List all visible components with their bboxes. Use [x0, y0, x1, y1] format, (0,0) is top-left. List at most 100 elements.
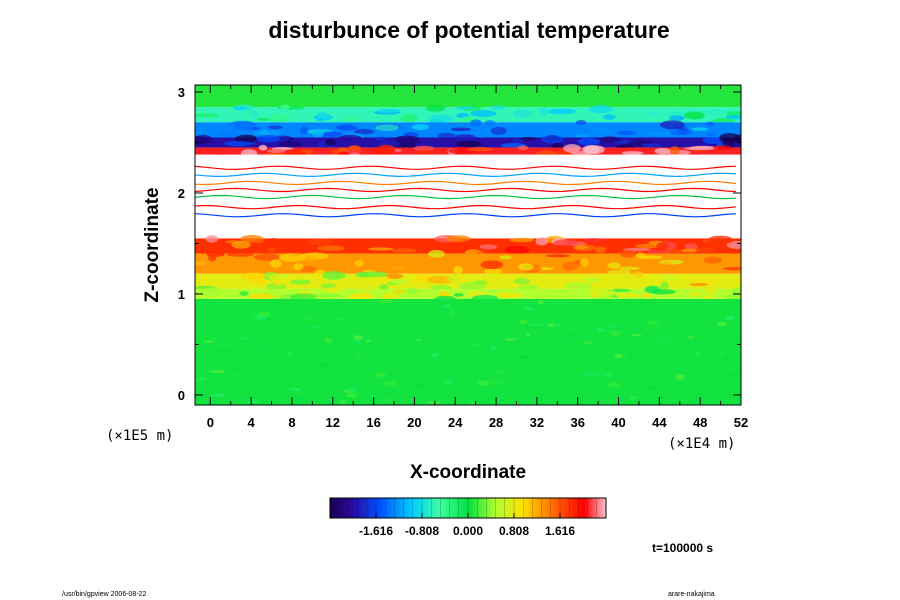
colorbar-tick-label: 1.616	[545, 524, 575, 538]
heatmap-cell	[616, 131, 637, 135]
x-tick-label: 24	[448, 415, 463, 430]
heatmap-cell	[470, 110, 497, 118]
x-axis-ticks: 0 4 8 12 16 20 24 28 32 36 40 44 48 52	[207, 85, 748, 430]
heatmap-cell	[345, 387, 360, 392]
heatmap-cell	[325, 138, 336, 146]
heatmap-cell	[253, 253, 281, 261]
heatmap-cell	[291, 397, 302, 402]
heatmap-cell	[289, 279, 311, 285]
heatmap-cell	[694, 279, 718, 284]
x-tick-label: 28	[489, 415, 503, 430]
heatmap-cell	[431, 353, 438, 358]
heatmap-band	[195, 85, 741, 108]
heatmap-cell	[469, 402, 477, 405]
heatmap-cell	[290, 293, 317, 301]
heatmap-cell	[374, 372, 387, 377]
heatmap-cell	[686, 336, 695, 339]
heatmap-cell	[706, 132, 717, 137]
heatmap-cell	[213, 149, 227, 157]
heatmap-cell	[510, 130, 521, 134]
colorbar-tick-label: -1.616	[359, 524, 393, 538]
heatmap-cell	[209, 394, 226, 397]
heatmap-cell	[356, 350, 362, 357]
heatmap-cell	[224, 140, 252, 147]
y-axis-ticks: 0 1 2 3	[178, 85, 741, 403]
heatmap-cell	[248, 309, 259, 315]
heatmap-cell	[288, 388, 301, 391]
heatmap-cell	[278, 253, 306, 262]
heatmap-cell	[340, 400, 346, 405]
stratification-line	[195, 194, 736, 200]
heatmap-cell	[268, 273, 280, 281]
heatmap-cell	[726, 341, 740, 345]
heatmap-cell	[408, 381, 422, 384]
heatmap-cell	[530, 323, 545, 327]
heatmap-cell	[595, 246, 606, 253]
heatmap-cell	[389, 279, 408, 285]
heatmap-cell	[725, 115, 741, 120]
heatmap-cell	[556, 289, 569, 294]
heatmap-cell	[539, 107, 549, 116]
heatmap-cell	[450, 309, 455, 316]
heatmap-cell	[512, 337, 528, 343]
heatmap-band	[195, 253, 741, 274]
heatmap-cell	[278, 141, 303, 147]
heatmap-cell	[313, 293, 341, 298]
x-tick-label: 48	[693, 415, 707, 430]
heatmap-cell	[582, 145, 600, 154]
heatmap-cell	[257, 312, 271, 317]
heatmap-cell	[442, 304, 451, 309]
heatmap-cell	[254, 130, 282, 136]
heatmap-cell	[273, 279, 282, 287]
heatmap-cell	[499, 255, 512, 260]
colorbar-tick-label: 0.000	[453, 524, 483, 538]
heatmap-cell	[316, 111, 328, 120]
x-tick-label: 44	[652, 415, 667, 430]
heatmap-cell	[248, 277, 267, 285]
heatmap-cell	[512, 138, 523, 144]
heatmap-cell	[218, 348, 233, 354]
heatmap-cell	[541, 135, 564, 144]
heatmap-cell	[484, 120, 496, 127]
heatmap-cell	[645, 286, 660, 294]
heatmap-cell	[702, 136, 724, 145]
chart-title: disturbunce of potential temperature	[268, 17, 669, 43]
heatmap-cell	[250, 110, 259, 119]
heatmap-cell	[209, 318, 224, 321]
heatmap-cell	[688, 291, 703, 297]
heatmap-cell	[353, 129, 375, 135]
heatmap-cell	[518, 355, 531, 359]
heatmap-cell	[703, 256, 723, 264]
heatmap-cell	[631, 334, 643, 337]
heatmap-cell	[310, 325, 323, 329]
x-tick-label: 12	[326, 415, 340, 430]
heatmap-cell	[509, 237, 534, 243]
heatmap-cell	[323, 287, 343, 293]
heatmap-cell	[377, 108, 402, 113]
heatmap-cell	[445, 235, 471, 242]
heatmap-cell	[695, 247, 715, 253]
heatmap-cell	[609, 330, 622, 336]
heatmap-cell	[393, 289, 406, 294]
footer-right: arare-nakajima	[668, 591, 715, 598]
heatmap-cell	[701, 295, 715, 299]
heatmap-cell	[661, 274, 680, 282]
stratification-line	[195, 213, 736, 218]
heatmap-cell	[689, 282, 709, 287]
heatmap-cell	[555, 322, 563, 328]
heatmap-band	[195, 154, 741, 239]
heatmap-cell	[564, 282, 592, 290]
heatmap-cell	[656, 242, 669, 251]
heatmap-cell	[635, 243, 662, 249]
heatmap-cell	[547, 323, 557, 328]
stratification-line	[195, 165, 736, 171]
heatmap-cell	[480, 260, 504, 270]
stratification-line	[195, 204, 736, 210]
heatmap-cell	[614, 293, 641, 298]
heatmap-cell	[691, 127, 709, 131]
heatmap-cell	[330, 149, 340, 155]
heatmap-cell	[518, 319, 528, 325]
heatmap-cell	[218, 129, 238, 138]
heatmap-cell	[450, 127, 472, 132]
heatmap-cell	[577, 269, 588, 276]
